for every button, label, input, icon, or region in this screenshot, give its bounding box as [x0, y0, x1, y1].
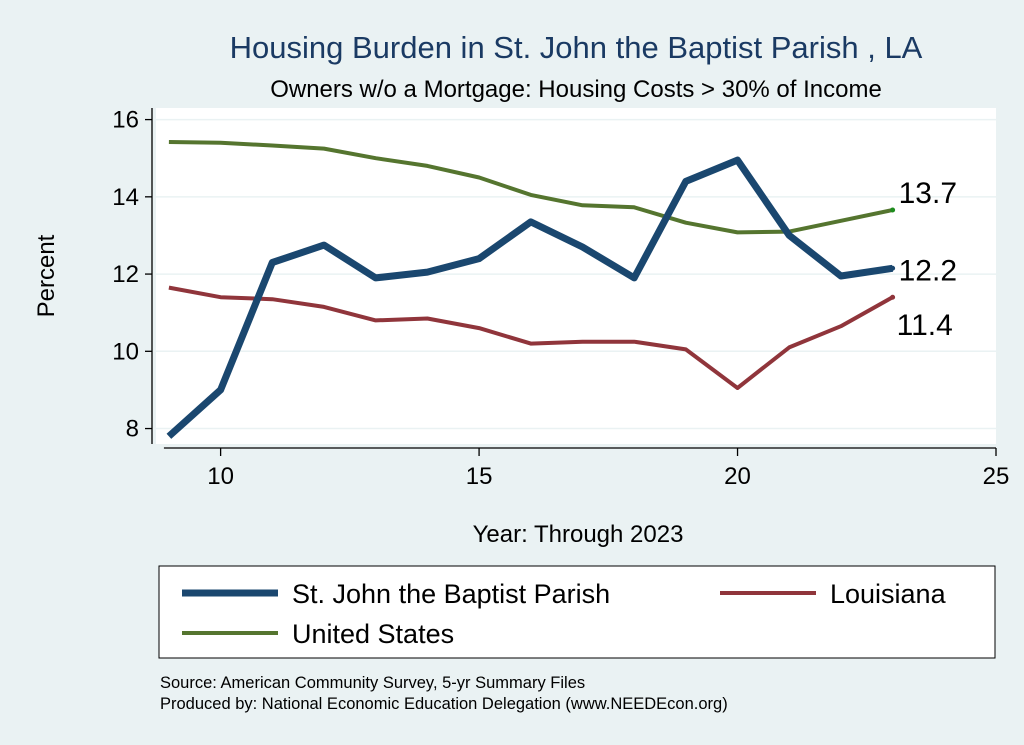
- source-line-1: Source: American Community Survey, 5-yr …: [160, 674, 585, 692]
- end-value-label: 11.4: [897, 309, 953, 342]
- legend-label: Louisiana: [830, 579, 947, 609]
- legend-label: St. John the Baptist Parish: [292, 579, 610, 609]
- x-tick-label: 25: [983, 463, 1010, 490]
- x-tick-label: 15: [466, 463, 493, 490]
- endpoint-marker: [890, 265, 896, 271]
- series-line: [168, 140, 894, 235]
- axes: 8 10 12 14 16 10 15 20 25: [112, 107, 1009, 490]
- gridlines: [156, 118, 996, 430]
- chart-subtitle: Owners w/o a Mortgage: Housing Costs > 3…: [270, 76, 882, 103]
- y-tick-label: 8: [126, 416, 139, 443]
- series-line: [166, 156, 894, 439]
- legend-box: [158, 565, 996, 659]
- series-group: [166, 140, 896, 439]
- end-value-label: 12.2: [899, 254, 957, 287]
- x-tick-label: 20: [724, 463, 751, 490]
- y-tick-label: 10: [112, 338, 139, 365]
- y-axis-label: Percent: [33, 234, 60, 317]
- chart-title: Housing Burden in St. John the Baptist P…: [230, 30, 923, 65]
- y-tick-label: 14: [112, 184, 139, 211]
- y-tick-label: 12: [112, 261, 139, 288]
- endpoint-marker: [890, 207, 896, 213]
- series-line: [168, 285, 894, 390]
- legend: St. John the Baptist Parish Louisiana Unit…: [182, 579, 947, 649]
- endpoint-marker: [890, 294, 896, 300]
- end-labels: 12.2 11.4 13.7: [897, 177, 957, 342]
- y-tick-label: 16: [112, 107, 139, 134]
- source-line-2: Produced by: National Economic Education…: [160, 695, 728, 713]
- legend-label: United States: [292, 619, 454, 649]
- x-tick-label: 10: [207, 463, 234, 490]
- plot-area: [156, 108, 996, 444]
- end-value-label: 13.7: [899, 177, 957, 210]
- x-axis-label: Year: Through 2023: [473, 521, 684, 548]
